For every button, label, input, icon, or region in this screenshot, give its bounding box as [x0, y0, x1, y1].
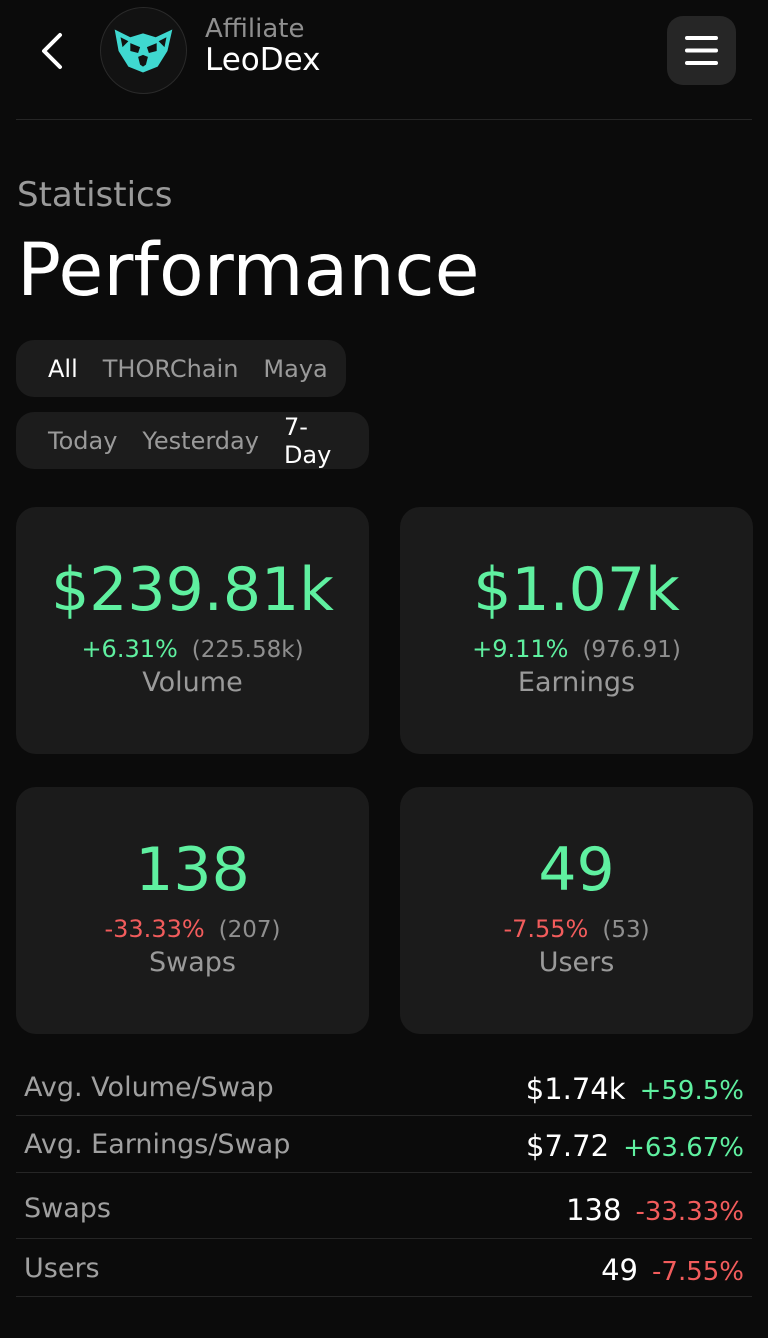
earnings-card: $1.07k +9.11% (976.91) Earnings	[400, 507, 753, 754]
earnings-change: +9.11%	[472, 635, 569, 663]
table-row: Swaps 138 -33.33%	[16, 1173, 752, 1239]
swaps-previous: (207)	[218, 917, 281, 943]
volume-card: $239.81k +6.31% (225.58k) Volume	[16, 507, 369, 754]
stat-label: Swaps	[24, 1193, 111, 1224]
header: Affiliate LeoDex	[0, 0, 768, 120]
stat-label: Avg. Earnings/Swap	[24, 1129, 291, 1160]
stat-value: 49	[601, 1253, 639, 1287]
users-change: -7.55%	[503, 915, 589, 943]
chain-option-maya[interactable]: Maya	[263, 354, 328, 383]
stat-values: 49 -7.55%	[601, 1253, 744, 1287]
earnings-change-row: +9.11% (976.91)	[400, 635, 753, 663]
table-row: Avg. Earnings/Swap $7.72 +63.67%	[16, 1116, 752, 1173]
stat-values: $1.74k +59.5%	[526, 1072, 744, 1106]
stat-values: 138 -33.33%	[566, 1193, 744, 1227]
stat-change: -33.33%	[635, 1197, 744, 1227]
users-card: 49 -7.55% (53) Users	[400, 787, 753, 1034]
menu-button[interactable]	[667, 16, 736, 85]
chain-option-all[interactable]: All	[48, 354, 78, 383]
stat-label: Users	[24, 1253, 100, 1284]
period-option-yesterday[interactable]: Yesterday	[142, 426, 259, 455]
stat-change: +59.5%	[639, 1076, 744, 1106]
stat-values: $7.72 +63.67%	[526, 1129, 744, 1163]
earnings-previous: (976.91)	[582, 637, 681, 663]
affiliate-logo	[100, 7, 187, 94]
stat-change: -7.55%	[652, 1257, 744, 1287]
back-button[interactable]	[36, 30, 72, 72]
stat-value: $7.72	[526, 1129, 610, 1163]
section-label: Statistics	[17, 175, 173, 215]
stat-value: 138	[566, 1193, 622, 1227]
swaps-value: 138	[135, 835, 250, 905]
chain-option-thorchain[interactable]: THORChain	[102, 354, 239, 383]
volume-change: +6.31%	[81, 635, 178, 663]
period-option-today[interactable]: Today	[48, 426, 118, 455]
stat-change: +63.67%	[623, 1133, 744, 1163]
volume-previous: (225.58k)	[191, 637, 304, 663]
earnings-label: Earnings	[517, 667, 636, 698]
stats-table: Avg. Volume/Swap $1.74k +59.5% Avg. Earni…	[16, 1060, 752, 1297]
volume-label: Volume	[142, 667, 243, 698]
stat-label: Avg. Volume/Swap	[24, 1072, 274, 1103]
header-title: LeoDex	[205, 42, 321, 78]
swaps-label: Swaps	[149, 947, 236, 978]
lion-logo-icon	[114, 29, 173, 73]
users-label: Users	[538, 947, 615, 978]
users-previous: (53)	[602, 917, 650, 943]
table-row: Avg. Volume/Swap $1.74k +59.5%	[16, 1060, 752, 1116]
volume-value: $239.81k	[51, 555, 334, 625]
period-filter: Today Yesterday 7-Day	[16, 412, 369, 469]
period-option-7-day[interactable]: 7-Day	[283, 412, 332, 469]
header-subtitle: Affiliate	[205, 14, 305, 44]
swaps-card: 138 -33.33% (207) Swaps	[16, 787, 369, 1034]
users-change-row: -7.55% (53)	[400, 915, 753, 943]
chain-filter: All THORChain Maya	[16, 340, 346, 397]
table-row: Users 49 -7.55%	[16, 1239, 752, 1297]
chevron-left-icon	[42, 33, 62, 69]
swaps-change-row: -33.33% (207)	[16, 915, 369, 943]
stat-value: $1.74k	[525, 1072, 626, 1106]
header-divider	[16, 119, 752, 120]
page-title: Performance	[17, 228, 480, 313]
volume-change-row: +6.31% (225.58k)	[16, 635, 369, 663]
swaps-change: -33.33%	[104, 915, 205, 943]
users-value: 49	[538, 835, 615, 905]
hamburger-menu-icon	[685, 36, 718, 65]
earnings-value: $1.07k	[473, 555, 680, 625]
